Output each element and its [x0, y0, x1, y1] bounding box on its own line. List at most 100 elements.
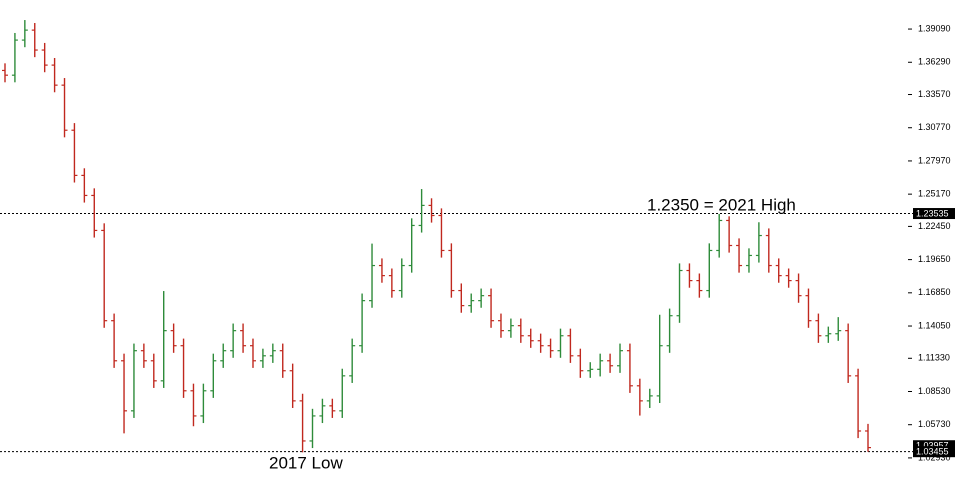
- ohlc-bar: [31, 23, 38, 58]
- ohlc-bar: [190, 383, 197, 427]
- ohlc-bar: [636, 378, 643, 416]
- ohlc-bar: [279, 343, 286, 378]
- ohlc-bar: [726, 216, 733, 253]
- y-tick-label: 1.27970: [918, 155, 951, 165]
- y-tick-label: 1.36290: [918, 57, 951, 67]
- ohlc-bar: [617, 343, 624, 373]
- ohlc-bar: [81, 168, 88, 203]
- ohlc-bar: [448, 243, 455, 298]
- ohlc-bar: [597, 353, 604, 377]
- ohlc-bar: [101, 223, 108, 328]
- ohlc-bar: [805, 288, 812, 328]
- ohlc-bar: [587, 362, 594, 378]
- ohlc-bar: [517, 318, 524, 343]
- ohlc-bar: [71, 123, 78, 183]
- ohlc-bar: [795, 273, 802, 303]
- ohlc-bar: [527, 328, 534, 348]
- ohlc-bar: [507, 318, 514, 338]
- ohlc-bar: [755, 222, 762, 263]
- ohlc-bar: [140, 343, 147, 368]
- ohlc-bar: [676, 263, 683, 323]
- ohlc-bar: [626, 343, 633, 393]
- price-bars: [2, 20, 871, 453]
- ohlc-bar: [845, 323, 852, 383]
- ohlc-bar: [428, 198, 435, 223]
- ohlc-bar: [180, 338, 187, 398]
- ohlc-bar: [299, 393, 306, 453]
- ohlc-bar: [121, 353, 128, 434]
- ohlc-bar: [289, 363, 296, 408]
- ohlc-bar: [438, 208, 445, 258]
- y-tick-label: 1.11330: [918, 353, 950, 363]
- ohlc-bar: [567, 328, 574, 363]
- ohlc-bar: [359, 293, 366, 353]
- y-tick-label: 1.30770: [918, 122, 951, 132]
- ohlc-bar: [319, 398, 326, 424]
- ohlc-bar: [21, 20, 28, 48]
- price-tag: [913, 446, 955, 458]
- ohlc-bar: [170, 323, 177, 353]
- ohlc-bar: [497, 313, 504, 338]
- ohlc-bar: [666, 308, 673, 353]
- ohlc-bar: [537, 333, 544, 353]
- ohlc-bar: [91, 188, 98, 238]
- price-axis: 1.39090 1.36290 1.33570 1.30770 1.27970 1.251…: [908, 23, 951, 462]
- y-tick-label: 1.39090: [918, 23, 951, 33]
- ohlc-bar: [736, 238, 743, 273]
- ohlc-bar: [41, 42, 48, 73]
- ohlc-bar: [656, 314, 663, 403]
- ohlc-bar: [408, 218, 415, 273]
- ohlc-bar: [210, 353, 217, 398]
- y-tick-label: 1.22450: [918, 221, 951, 231]
- ohlc-bar: [607, 353, 614, 373]
- ohlc-bar: [2, 63, 8, 83]
- ohlc-bar: [765, 228, 772, 273]
- ohlc-bar: [329, 398, 336, 418]
- ohlc-bar: [825, 326, 832, 343]
- price-tag-label: 1.03455: [916, 447, 949, 457]
- y-tick-label: 1.02930: [918, 452, 951, 462]
- ohlc-bar: [240, 323, 247, 353]
- price-tag: [913, 440, 955, 452]
- ohlc-bar: [577, 348, 584, 378]
- ohlc-bar: [488, 288, 495, 328]
- ohlc-bar: [11, 32, 18, 83]
- ohlc-bar: [646, 388, 653, 408]
- ohlc-bar: [61, 78, 68, 138]
- ohlc-bar: [398, 258, 405, 298]
- ohlc-bar: [716, 213, 723, 258]
- ohlc-bar: [775, 258, 782, 283]
- price-tags: 1.03957 1.23535 1.03455: [913, 208, 955, 458]
- y-tick-label: 1.16850: [918, 287, 951, 297]
- ohlc-bar: [865, 423, 871, 452]
- price-tag: [913, 208, 955, 220]
- y-tick-label: 1.33570: [918, 89, 951, 99]
- ohlc-bar: [349, 338, 356, 383]
- ohlc-bar: [369, 243, 376, 308]
- y-tick-label: 1.14050: [918, 320, 951, 330]
- ohlc-bar: [418, 189, 425, 233]
- ohlc-bar: [388, 268, 395, 298]
- ohlc-bar: [378, 258, 385, 283]
- ohlc-bar: [547, 338, 554, 358]
- price-tag-label: 1.03957: [916, 441, 949, 451]
- annotation: 1.2350 = 2021 High: [647, 195, 796, 214]
- ohlc-bar: [785, 268, 792, 288]
- ohlc-bar: [745, 248, 752, 273]
- ohlc-bar: [200, 383, 207, 424]
- ohlc-bar: [150, 353, 157, 388]
- ohlc-bar: [815, 313, 822, 343]
- y-tick-label: 1.05730: [918, 419, 951, 429]
- ohlc-bar: [458, 283, 465, 313]
- ohlc-bar: [835, 317, 842, 341]
- ohlc-bar: [557, 328, 564, 358]
- ohlc-bar: [269, 343, 276, 363]
- annotation: 2017 Low: [269, 453, 343, 472]
- ohlc-bar: [249, 338, 256, 368]
- ohlc-bar: [478, 288, 485, 308]
- y-tick-label: 1.19650: [918, 254, 951, 264]
- ohlc-bar: [686, 263, 693, 288]
- ohlc-bar: [130, 343, 137, 418]
